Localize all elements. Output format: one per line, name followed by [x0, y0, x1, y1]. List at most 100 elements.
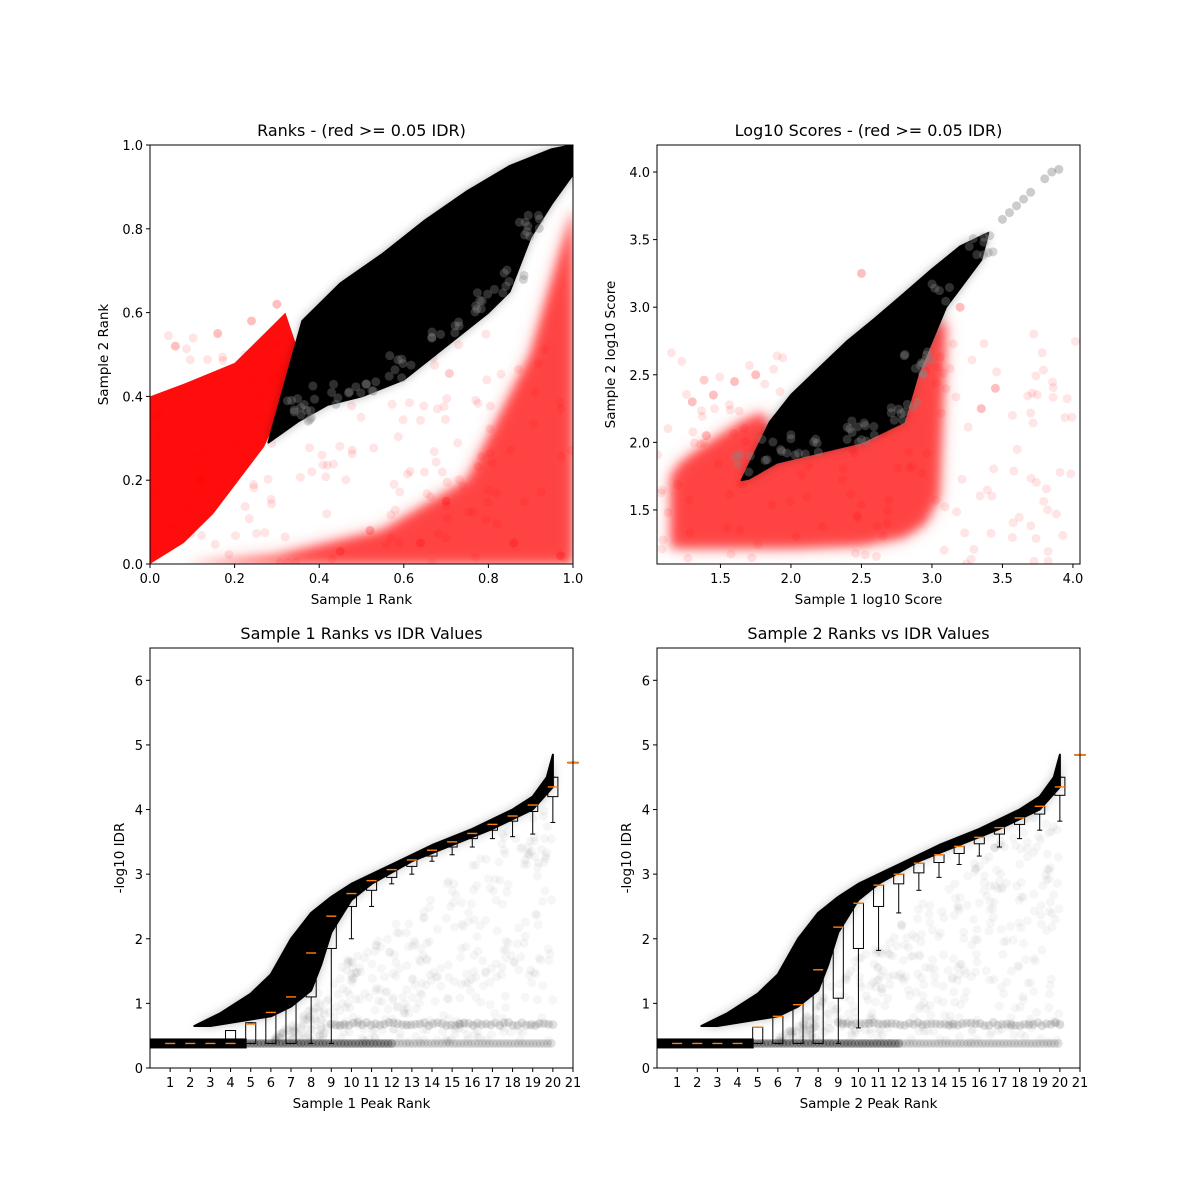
idr-point	[406, 1020, 416, 1030]
red-point	[961, 559, 971, 564]
red-point	[681, 389, 691, 399]
idr-point	[821, 1028, 830, 1037]
boxplot	[547, 776, 559, 823]
chart-title: Sample 2 Ranks vs IDR Values	[747, 624, 989, 643]
red-point	[741, 437, 751, 447]
idr-point	[828, 1038, 838, 1048]
idr-point	[437, 1038, 447, 1048]
plot-area	[150, 753, 579, 1049]
idr-point	[361, 1038, 371, 1048]
idr-point	[915, 950, 924, 959]
red-point	[195, 434, 205, 444]
idr-point	[989, 913, 998, 922]
idr-point	[442, 914, 451, 923]
black-point	[869, 422, 879, 432]
idr-point	[404, 919, 413, 928]
boxplot	[1034, 805, 1046, 831]
red-point	[225, 428, 235, 438]
red-point	[939, 545, 949, 555]
idr-point	[1028, 1038, 1038, 1048]
red-point	[687, 397, 697, 407]
idr-point	[481, 1038, 491, 1048]
idr-point	[929, 1027, 938, 1036]
idr-point	[343, 1038, 353, 1048]
black-point	[289, 405, 299, 415]
red-point	[335, 546, 345, 556]
red-point	[416, 538, 426, 548]
idr-point	[1041, 819, 1050, 828]
black-point	[847, 416, 857, 426]
x-tick-label: 8	[307, 1076, 315, 1091]
idr-point	[862, 991, 871, 1000]
black-point	[305, 414, 315, 424]
red-point	[454, 340, 464, 350]
idr-point	[970, 1038, 980, 1048]
idr-point	[521, 993, 530, 1002]
idr-point	[535, 954, 544, 963]
idr-point	[412, 1038, 422, 1048]
idr-point	[890, 933, 899, 942]
red-point	[1009, 466, 1019, 476]
idr-point	[416, 957, 425, 966]
idr-point	[535, 1038, 545, 1048]
red-point	[280, 532, 290, 542]
idr-point	[944, 1038, 954, 1048]
red-point	[922, 448, 932, 458]
idr-point	[870, 960, 879, 969]
idr-point	[539, 1019, 549, 1029]
red-point	[196, 531, 206, 541]
idr-point	[1026, 978, 1035, 987]
y-tick-label: 5	[135, 739, 143, 754]
idr-point	[1042, 1038, 1052, 1048]
idr-point	[456, 994, 465, 1003]
idr-point	[1035, 1038, 1045, 1048]
idr-point	[1021, 1038, 1031, 1048]
idr-point	[449, 879, 458, 888]
idr-point	[894, 972, 903, 981]
idr-point	[370, 1006, 379, 1015]
red-point	[778, 353, 788, 363]
idr-point	[952, 1038, 962, 1048]
idr-point	[446, 1020, 456, 1030]
black-point	[800, 449, 810, 459]
idr-point	[963, 1038, 973, 1048]
x-axis-label: Sample 2 Peak Rank	[800, 1096, 938, 1112]
y-tick-label: 0	[642, 1062, 650, 1077]
idr-point	[448, 1038, 458, 1048]
black-point	[916, 358, 926, 368]
black-point	[471, 301, 481, 311]
red-point	[485, 424, 495, 434]
red-point	[540, 344, 550, 354]
red-point	[249, 483, 259, 493]
idr-point	[886, 1018, 896, 1028]
idr-point	[419, 914, 428, 923]
idr-point	[785, 1038, 795, 1048]
idr-point	[488, 1038, 498, 1048]
y-tick-label: 4	[642, 804, 650, 819]
boxplot	[164, 1042, 176, 1045]
idr-point	[847, 1020, 857, 1030]
boxplot	[305, 952, 317, 1044]
idr-point	[1009, 834, 1018, 843]
idr-point	[411, 980, 420, 989]
red-point	[454, 475, 464, 485]
idr-point	[926, 1038, 936, 1048]
idr-point	[1048, 922, 1057, 931]
red-point	[283, 558, 293, 564]
idr-point	[489, 886, 498, 895]
red-point	[1043, 505, 1053, 515]
idr-point	[335, 1020, 345, 1030]
red-point	[734, 406, 744, 416]
red-point	[979, 338, 989, 348]
idr-point	[376, 1038, 386, 1048]
idr-point	[1002, 977, 1011, 986]
idr-point	[781, 1038, 791, 1048]
idr-point	[391, 919, 400, 928]
x-axis-label: Sample 1 log10 Score	[795, 592, 943, 608]
idr-point	[937, 1038, 947, 1048]
black-point	[857, 435, 867, 445]
x-tick-label: 14	[424, 1076, 441, 1091]
black-point	[390, 365, 400, 375]
red-point	[528, 419, 538, 429]
idr-point	[300, 1038, 310, 1048]
